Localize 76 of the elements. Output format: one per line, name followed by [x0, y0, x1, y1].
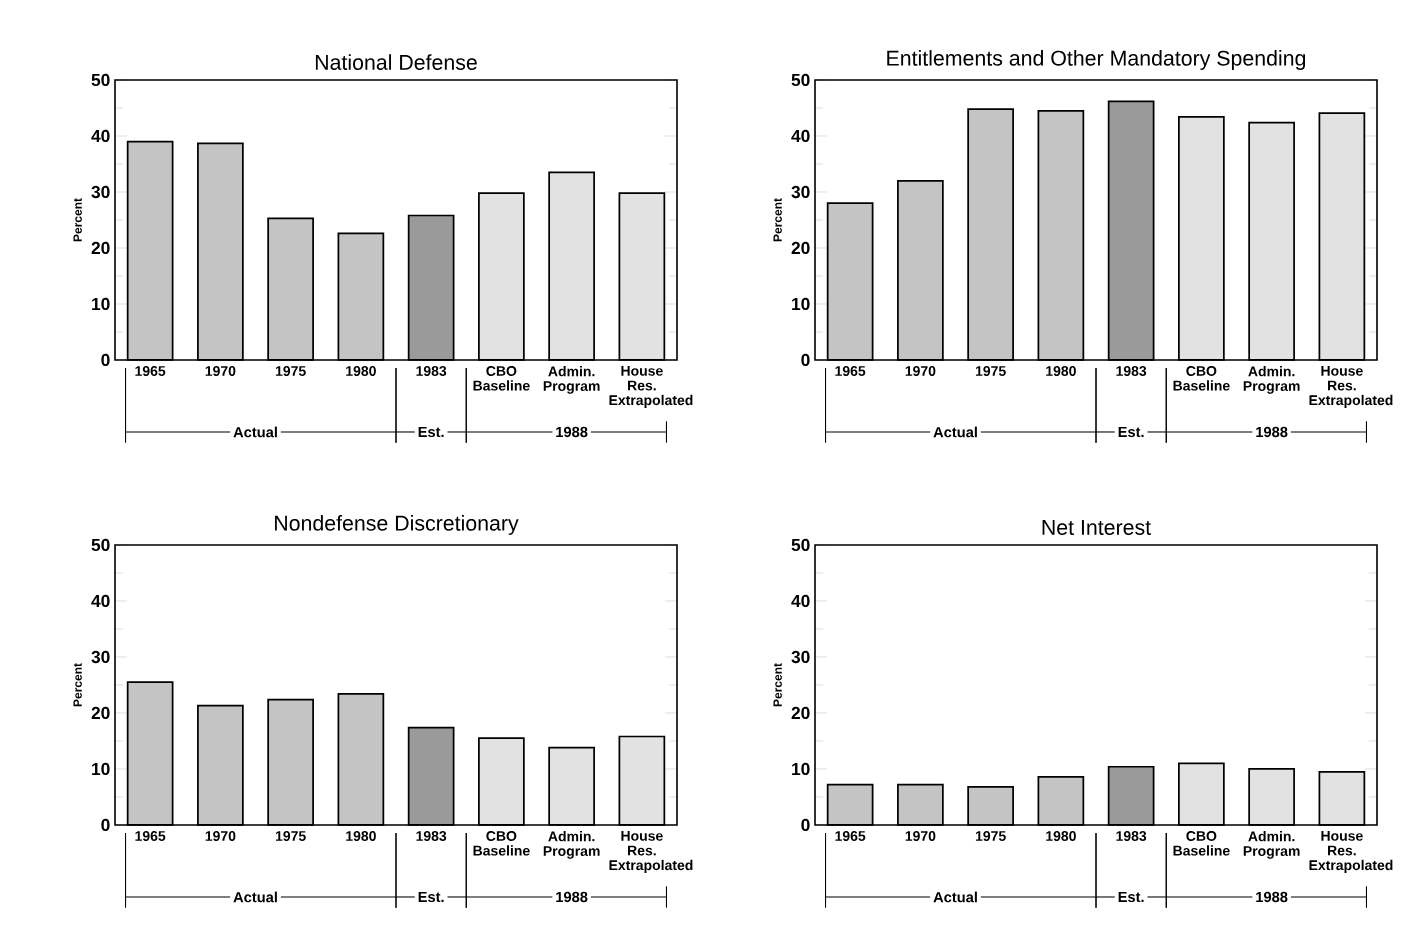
x-tick-label: 1983	[1116, 366, 1147, 376]
y-tick-label: 0	[801, 353, 810, 367]
x-tick-label: 1965	[135, 831, 166, 841]
x-tick-label: 1980	[346, 366, 376, 376]
y-tick-label: 40	[91, 594, 110, 608]
x-tick-label: 1970	[905, 366, 936, 376]
text: Actual	[933, 891, 977, 903]
x-tick-label: Admin. Program	[1243, 831, 1300, 859]
y-tick-label: 40	[791, 129, 810, 143]
x-tick-label: 1975	[275, 831, 306, 841]
x-tick-label: 1983	[416, 831, 447, 841]
text: 1988	[1256, 426, 1288, 438]
x-tick-label: 1965	[835, 366, 866, 376]
y-tick-label: 30	[791, 185, 810, 199]
x-tick-label: 1980	[1046, 831, 1076, 841]
x-tick-label: House Res. Extrapolated	[1309, 831, 1393, 873]
y-axis-title: Percent	[73, 663, 82, 707]
text: Est.	[1118, 891, 1144, 903]
x-tick-label: 1975	[975, 366, 1006, 376]
y-axis-title: Percent	[73, 198, 82, 242]
y-tick-label: 0	[101, 353, 110, 367]
x-tick-label: 1975	[275, 366, 306, 376]
y-tick-label: 30	[91, 185, 110, 199]
y-tick-label: 10	[92, 297, 110, 311]
x-tick-label: Admin. Program	[543, 831, 600, 859]
text: Actual	[933, 426, 977, 438]
x-tick-label: 1980	[1046, 366, 1076, 376]
x-tick-label: 1980	[346, 831, 376, 841]
text: Est.	[418, 426, 444, 438]
x-tick-label: 1970	[205, 366, 236, 376]
y-axis-title: Percent	[773, 198, 782, 242]
y-tick-label: 50	[791, 538, 810, 552]
x-tick-label: House Res. Extrapolated	[1309, 366, 1393, 408]
x-tick-label: 1965	[835, 831, 866, 841]
text: 1988	[556, 891, 588, 903]
chart-title: Net Interest	[1042, 520, 1151, 535]
x-tick-label: 1965	[135, 366, 166, 376]
x-tick-label: House Res. Extrapolated	[609, 366, 693, 408]
x-tick-label: Admin. Program	[1243, 366, 1300, 394]
x-tick-label: 1970	[205, 831, 236, 841]
y-tick-label: 10	[792, 762, 810, 776]
y-tick-label: 20	[791, 241, 810, 255]
y-tick-label: 40	[791, 594, 810, 608]
y-tick-label: 20	[791, 706, 810, 720]
y-tick-label: 20	[91, 706, 110, 720]
x-tick-label: CBO Baseline	[473, 366, 530, 391]
text: Actual	[233, 891, 277, 903]
x-tick-label: CBO Baseline	[1173, 831, 1230, 856]
chart-title: National Defense	[315, 54, 477, 70]
y-tick-label: 0	[101, 818, 110, 832]
y-tick-label: 10	[92, 762, 110, 776]
chart-title: Entitlements and Other Mandatory Spending	[887, 50, 1306, 70]
y-tick-label: 50	[91, 73, 110, 87]
x-tick-label: CBO Baseline	[473, 831, 530, 856]
y-tick-label: 20	[91, 241, 110, 255]
y-tick-label: 30	[91, 650, 110, 664]
text: 1988	[1256, 891, 1288, 903]
y-tick-label: 50	[791, 73, 810, 87]
text: 1988	[556, 426, 588, 438]
x-tick-label: House Res. Extrapolated	[609, 831, 693, 873]
x-tick-label: 1983	[416, 366, 447, 376]
x-tick-label: 1970	[905, 831, 936, 841]
y-tick-label: 40	[91, 129, 110, 143]
text: Actual	[233, 426, 277, 438]
text: Est.	[1118, 426, 1144, 438]
y-axis-title: Percent	[773, 663, 782, 707]
x-tick-label: 1983	[1116, 831, 1147, 841]
y-tick-label: 50	[91, 538, 110, 552]
y-tick-label: 30	[791, 650, 810, 664]
x-tick-label: CBO Baseline	[1173, 366, 1230, 391]
y-tick-label: 10	[792, 297, 810, 311]
chart-title: Nondefense Discretionary	[275, 515, 519, 535]
x-tick-label: Admin. Program	[543, 366, 600, 394]
text: Est.	[418, 891, 444, 903]
y-tick-label: 0	[801, 818, 810, 832]
x-tick-label: 1975	[975, 831, 1006, 841]
